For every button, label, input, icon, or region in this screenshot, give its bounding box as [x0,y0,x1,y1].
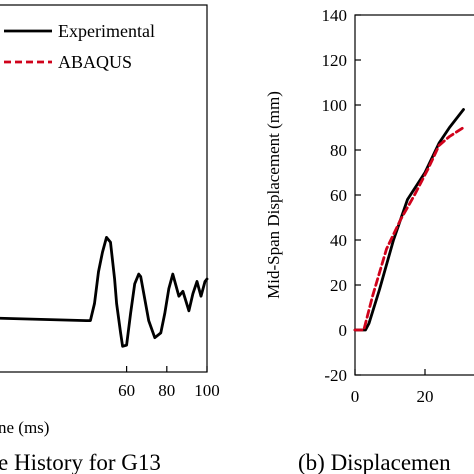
panel-a: 60 80 100 Experimental ABAQUS ne (ms) e Hi… [0,4,220,474]
panel-b-y-tick-label: -20 [324,366,347,385]
panel-b-x-ticks: 0 20 [351,369,434,406]
panel-b-y-tick-label: 140 [322,6,348,25]
panel-a-x-tick-label: 60 [118,381,135,400]
panel-b-y-tick-label: 40 [330,231,347,250]
panel-b-y-tick-label: 120 [322,51,348,70]
panel-a-experimental-line [0,235,209,348]
panel-b-x-tick-label: 0 [351,387,360,406]
panel-b-y-tick-label: 20 [330,276,347,295]
panel-a-x-ticks: 60 80 100 [118,366,220,400]
panel-b-experimental-line [353,108,465,332]
legend-abaqus-label: ABAQUS [58,52,132,72]
legend: Experimental ABAQUS [4,21,155,72]
panel-b-caption: (b) Displacemen [298,450,451,474]
panel-b-series [353,108,465,332]
panel-b-y-axis-label: Mid-Span Displacement (mm) [264,91,283,299]
panel-b-x-tick-label: 20 [417,387,434,406]
panel-a-caption: e History for G13 [0,450,161,474]
panel-b-y-tick-label: 80 [330,141,347,160]
panel-b-y-tick-label: 0 [339,321,348,340]
panel-b-y-tick-label: 60 [330,186,347,205]
panel-b-y-ticks: 140 120 100 80 60 40 20 0 -20 [322,6,361,385]
panel-b-y-tick-label: 100 [322,96,348,115]
panel-b-abaqus-line [353,126,465,332]
panel-a-x-tick-label: 100 [194,381,220,400]
legend-experimental-label: Experimental [58,21,155,41]
panel-a-x-tick-label: 80 [158,381,175,400]
panel-a-x-axis-label: ne (ms) [0,418,49,437]
panel-a-series [0,235,209,348]
panel-a-plot-frame [0,4,208,373]
